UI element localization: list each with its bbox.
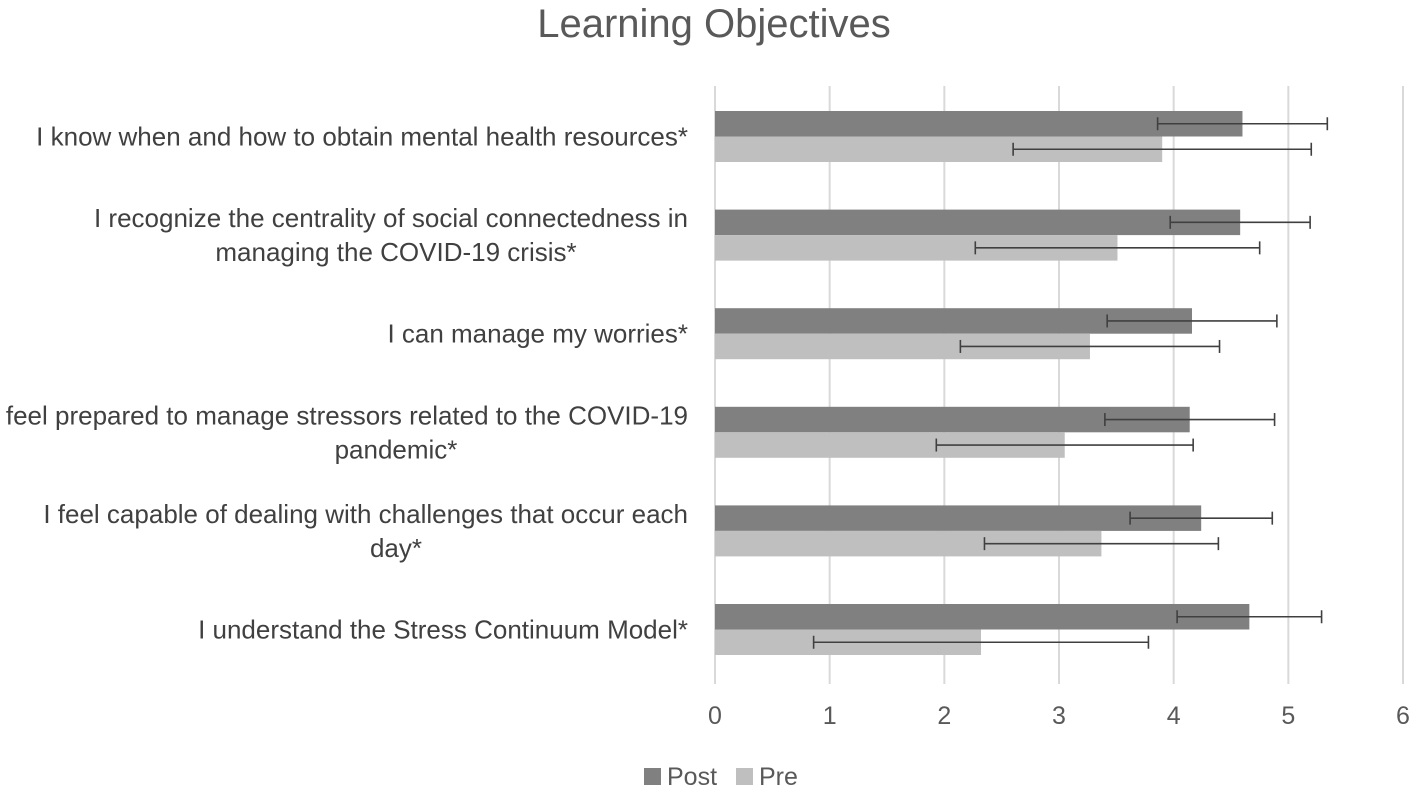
- x-axis-ticks: 0 1 2 3 4 5 6: [708, 702, 1410, 730]
- error-bar-pre: [983, 537, 1220, 551]
- category-label-line: managing the COVID-19 crisis*: [215, 237, 576, 267]
- category-label-line: pandemic*: [335, 434, 458, 464]
- x-tick-label: 6: [1396, 702, 1410, 730]
- legend-label-pre: Pre: [759, 763, 798, 791]
- x-tick-label: 3: [1052, 702, 1066, 730]
- bar-post: [715, 209, 1241, 236]
- x-tick-label: 2: [937, 702, 951, 730]
- x-tick-label: 0: [708, 702, 722, 730]
- category-label: I can manage my worries*: [387, 319, 688, 349]
- bar-post: [715, 505, 1202, 531]
- legend-swatch-pre: [736, 768, 753, 785]
- error-bar-post: [1169, 215, 1311, 229]
- x-tick-label: 1: [823, 702, 837, 730]
- error-bar-pre: [935, 438, 1194, 452]
- legend-label-post: Post: [667, 763, 717, 791]
- category-label: I know when and how to obtain mental hea…: [36, 122, 688, 152]
- error-bar-post: [1176, 610, 1323, 624]
- error-bar-pre: [959, 339, 1221, 353]
- category-label: I feel capable of dealing with challenge…: [43, 499, 688, 563]
- category-label-line: I can manage my worries*: [387, 319, 688, 349]
- category-label: I feel prepared to manage stressors rela…: [0, 400, 688, 464]
- error-bar-post: [1104, 413, 1276, 427]
- category-label: I understand the Stress Continuum Model*: [198, 615, 688, 645]
- error-bar-post: [1106, 314, 1278, 328]
- error-bar-pre: [812, 635, 1150, 649]
- error-bar-pre: [1012, 142, 1313, 156]
- error-bar-pre: [974, 241, 1261, 255]
- legend: Post Pre: [644, 763, 798, 791]
- error-bar-post: [1129, 511, 1274, 525]
- legend-swatch-post: [644, 768, 661, 785]
- bar-post: [715, 111, 1243, 137]
- error-bars: [812, 117, 1329, 649]
- x-tick-label: 4: [1167, 702, 1181, 730]
- x-tick-label: 5: [1281, 702, 1295, 730]
- category-label-line: I feel prepared to manage stressors rela…: [0, 400, 688, 430]
- chart-title: Learning Objectives: [537, 2, 891, 46]
- category-label-line: I understand the Stress Continuum Model*: [198, 615, 688, 645]
- category-label-line: day*: [370, 533, 422, 563]
- category-label-line: I feel capable of dealing with challenge…: [43, 499, 688, 529]
- category-labels: I know when and how to obtain mental hea…: [0, 122, 688, 645]
- category-label-line: I recognize the centrality of social con…: [94, 203, 688, 233]
- bar-post: [715, 604, 1250, 630]
- category-label-line: I know when and how to obtain mental hea…: [36, 122, 688, 152]
- gridlines: [714, 86, 1404, 684]
- category-label: I recognize the centrality of social con…: [94, 203, 688, 267]
- error-bar-post: [1156, 117, 1329, 131]
- bars: [715, 111, 1250, 655]
